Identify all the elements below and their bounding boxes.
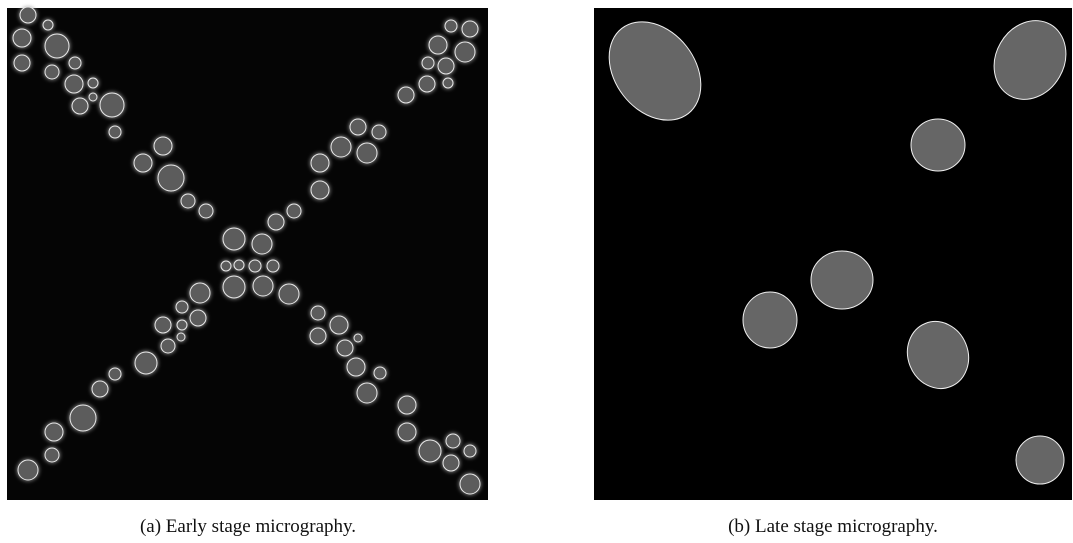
particle: [422, 57, 434, 69]
particle: [357, 143, 377, 163]
particle: [287, 204, 301, 218]
particle: [45, 65, 59, 79]
particle: [464, 445, 476, 457]
particle: [445, 20, 457, 32]
panel-b: (b) Late stage micrography.: [590, 4, 1073, 537]
particle: [350, 119, 366, 135]
particle: [455, 42, 475, 62]
particle: [743, 292, 797, 348]
particle: [89, 93, 97, 101]
particle: [460, 474, 480, 494]
particle: [310, 328, 326, 344]
particle: [109, 126, 121, 138]
particle: [158, 165, 184, 191]
particle: [311, 154, 329, 172]
particle: [372, 125, 386, 139]
particle: [155, 317, 171, 333]
figure: (a) Early stage micrography. (b) Late st…: [0, 0, 1073, 543]
particle: [462, 21, 478, 37]
particle: [45, 34, 69, 58]
particle: [252, 234, 272, 254]
particle: [354, 334, 362, 342]
particle: [267, 260, 279, 272]
particle: [331, 137, 351, 157]
particle: [154, 137, 172, 155]
particle: [347, 358, 365, 376]
particle: [234, 260, 244, 270]
particle: [177, 320, 187, 330]
particle: [100, 93, 124, 117]
particle: [109, 368, 121, 380]
particle: [43, 20, 53, 30]
particle: [70, 405, 96, 431]
particle: [223, 228, 245, 250]
particle: [45, 448, 59, 462]
particle: [357, 383, 377, 403]
panel-a: (a) Early stage micrography.: [7, 7, 488, 537]
particle: [911, 119, 965, 171]
particle: [811, 251, 873, 309]
particle: [446, 434, 460, 448]
particle: [190, 283, 210, 303]
particle: [223, 276, 245, 298]
particle: [18, 460, 38, 480]
particle: [311, 306, 325, 320]
particle: [419, 440, 441, 462]
particle: [398, 423, 416, 441]
particle: [181, 194, 195, 208]
particle: [13, 29, 31, 47]
particle: [88, 78, 98, 88]
particle: [199, 204, 213, 218]
particle: [443, 455, 459, 471]
caption: (a) Early stage micrography.: [140, 516, 356, 537]
particle: [45, 423, 63, 441]
particle: [20, 7, 36, 23]
particle: [14, 55, 30, 71]
particle: [419, 76, 435, 92]
particle: [429, 36, 447, 54]
particle: [135, 352, 157, 374]
particle: [337, 340, 353, 356]
particle: [330, 316, 348, 334]
particle: [134, 154, 152, 172]
particle: [176, 301, 188, 313]
particle: [398, 87, 414, 103]
particle: [161, 339, 175, 353]
particle: [438, 58, 454, 74]
particle: [443, 78, 453, 88]
particle: [72, 98, 88, 114]
particle: [1016, 436, 1064, 484]
particle: [311, 181, 329, 199]
particle: [69, 57, 81, 69]
particle: [374, 367, 386, 379]
particle: [92, 381, 108, 397]
particle: [253, 276, 273, 296]
particle: [279, 284, 299, 304]
particle: [398, 396, 416, 414]
caption: (b) Late stage micrography.: [728, 516, 938, 537]
particle: [190, 310, 206, 326]
particle: [249, 260, 261, 272]
particle: [268, 214, 284, 230]
particle: [221, 261, 231, 271]
particle: [177, 333, 185, 341]
particle: [65, 75, 83, 93]
